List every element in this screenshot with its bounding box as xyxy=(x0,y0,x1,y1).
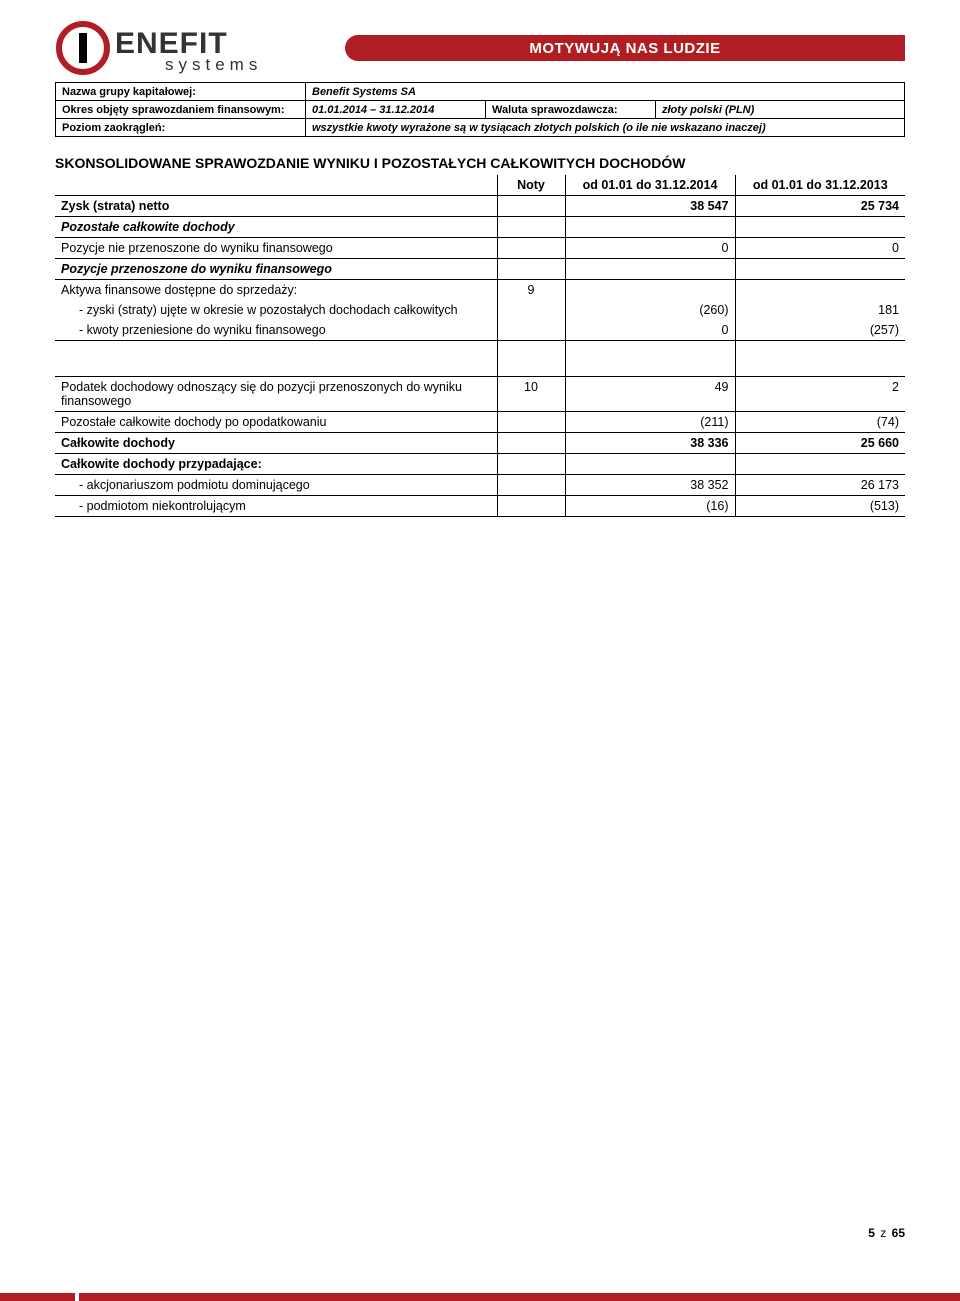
row-p1 xyxy=(565,259,735,280)
row-p1: 49 xyxy=(565,377,735,412)
table-row: Pozycje nie przenoszone do wyniku finans… xyxy=(55,238,905,259)
meta-group-value: Benefit Systems SA xyxy=(306,83,905,101)
row-label: - zyski (straty) ujęte w okresie w pozos… xyxy=(55,300,497,320)
row-note xyxy=(497,412,565,433)
row-label: Aktywa finansowe dostępne do sprzedaży: xyxy=(55,280,497,301)
page-current: 5 xyxy=(868,1226,875,1240)
row-note xyxy=(497,238,565,259)
row-p1: 38 336 xyxy=(565,433,735,454)
company-logo: ENEFIT systems xyxy=(55,20,315,76)
row-p1 xyxy=(565,280,735,301)
row-p2: 25 734 xyxy=(735,196,905,217)
row-p1 xyxy=(565,217,735,238)
table-row: Pozostałe całkowite dochody po opodatkow… xyxy=(55,412,905,433)
table-row: - akcjonariuszom podmiotu dominującego 3… xyxy=(55,475,905,496)
meta-currency-value: złoty polski (PLN) xyxy=(656,101,905,119)
row-p2: 0 xyxy=(735,238,905,259)
table-row: - kwoty przeniesione do wyniku finansowe… xyxy=(55,320,905,341)
row-p1: (211) xyxy=(565,412,735,433)
header-blank xyxy=(55,175,497,196)
row-p2: 2 xyxy=(735,377,905,412)
finance-table: Noty od 01.01 do 31.12.2014 od 01.01 do … xyxy=(55,175,905,517)
table-row: Aktywa finansowe dostępne do sprzedaży: … xyxy=(55,280,905,301)
row-p1: (260) xyxy=(565,300,735,320)
row-label: Pozostałe całkowite dochody xyxy=(55,217,497,238)
row-p1: 38 352 xyxy=(565,475,735,496)
table-row: Podatek dochodowy odnoszący się do pozyc… xyxy=(55,377,905,412)
page: ENEFIT systems MOTYWUJĄ NAS LUDZIE Nazwa… xyxy=(0,0,960,1260)
table-row: Całkowite dochody przypadające: xyxy=(55,454,905,475)
row-p2: (257) xyxy=(735,320,905,341)
row-p2: 181 xyxy=(735,300,905,320)
page-number: 5 z 65 xyxy=(868,1226,905,1240)
row-label: Podatek dochodowy odnoszący się do pozyc… xyxy=(55,377,497,412)
table-row: Całkowite dochody 38 336 25 660 xyxy=(55,433,905,454)
header-period1: od 01.01 do 31.12.2014 xyxy=(565,175,735,196)
logo-text-2: systems xyxy=(165,55,262,74)
metadata-table: Nazwa grupy kapitałowej: Benefit Systems… xyxy=(55,82,905,137)
meta-row-period: Okres objęty sprawozdaniem finansowym: 0… xyxy=(56,101,905,119)
row-p1: 0 xyxy=(565,238,735,259)
table-spacer xyxy=(55,341,905,377)
row-p1: 38 547 xyxy=(565,196,735,217)
row-label: Całkowite dochody xyxy=(55,433,497,454)
footer-decor-bar xyxy=(0,1293,960,1301)
row-label: Całkowite dochody przypadające: xyxy=(55,454,497,475)
row-label: - podmiotom niekontrolującym xyxy=(55,496,497,517)
row-p1: (16) xyxy=(565,496,735,517)
meta-period-label: Okres objęty sprawozdaniem finansowym: xyxy=(56,101,306,119)
table-row: Zysk (strata) netto 38 547 25 734 xyxy=(55,196,905,217)
row-p2 xyxy=(735,259,905,280)
document-title: SKONSOLIDOWANE SPRAWOZDANIE WYNIKU I POZ… xyxy=(55,155,905,171)
row-note: 9 xyxy=(497,280,565,301)
row-label: Pozycje przenoszone do wyniku finansoweg… xyxy=(55,259,497,280)
row-p2: 26 173 xyxy=(735,475,905,496)
row-p1 xyxy=(565,454,735,475)
row-note xyxy=(497,433,565,454)
row-note: 10 xyxy=(497,377,565,412)
row-note xyxy=(497,454,565,475)
meta-period-value: 01.01.2014 – 31.12.2014 xyxy=(306,101,486,119)
row-note xyxy=(497,475,565,496)
row-p2: (74) xyxy=(735,412,905,433)
row-note xyxy=(497,217,565,238)
meta-row-rounding: Poziom zaokrągleń: wszystkie kwoty wyraż… xyxy=(56,119,905,137)
row-p2: 25 660 xyxy=(735,433,905,454)
row-label: Zysk (strata) netto xyxy=(55,196,497,217)
page-sep: z xyxy=(878,1226,888,1240)
meta-currency-label: Waluta sprawozdawcza: xyxy=(486,101,656,119)
row-p2 xyxy=(735,454,905,475)
meta-rounding-label: Poziom zaokrągleń: xyxy=(56,119,306,137)
row-label: Pozostałe całkowite dochody po opodatkow… xyxy=(55,412,497,433)
row-label: - kwoty przeniesione do wyniku finansowe… xyxy=(55,320,497,341)
meta-row-group: Nazwa grupy kapitałowej: Benefit Systems… xyxy=(56,83,905,101)
header-note: Noty xyxy=(497,175,565,196)
benefit-logo-icon: ENEFIT systems xyxy=(55,20,315,76)
table-row: - podmiotom niekontrolującym (16) (513) xyxy=(55,496,905,517)
page-total: 65 xyxy=(892,1226,905,1240)
table-header-row: Noty od 01.01 do 31.12.2014 od 01.01 do … xyxy=(55,175,905,196)
meta-group-label: Nazwa grupy kapitałowej: xyxy=(56,83,306,101)
row-label: Pozycje nie przenoszone do wyniku finans… xyxy=(55,238,497,259)
table-row: Pozostałe całkowite dochody xyxy=(55,217,905,238)
meta-rounding-value: wszystkie kwoty wyrażone są w tysiącach … xyxy=(306,119,905,137)
row-p2: (513) xyxy=(735,496,905,517)
table-row: Pozycje przenoszone do wyniku finansoweg… xyxy=(55,259,905,280)
row-note xyxy=(497,259,565,280)
row-note xyxy=(497,320,565,341)
row-p1: 0 xyxy=(565,320,735,341)
row-note xyxy=(497,300,565,320)
table-row: - zyski (straty) ujęte w okresie w pozos… xyxy=(55,300,905,320)
row-p2 xyxy=(735,280,905,301)
page-header: ENEFIT systems MOTYWUJĄ NAS LUDZIE xyxy=(55,20,905,76)
row-label: - akcjonariuszom podmiotu dominującego xyxy=(55,475,497,496)
row-p2 xyxy=(735,217,905,238)
row-note xyxy=(497,496,565,517)
slogan-banner: MOTYWUJĄ NAS LUDZIE xyxy=(345,35,905,61)
row-note xyxy=(497,196,565,217)
header-period2: od 01.01 do 31.12.2013 xyxy=(735,175,905,196)
slogan-text: MOTYWUJĄ NAS LUDZIE xyxy=(529,40,720,57)
